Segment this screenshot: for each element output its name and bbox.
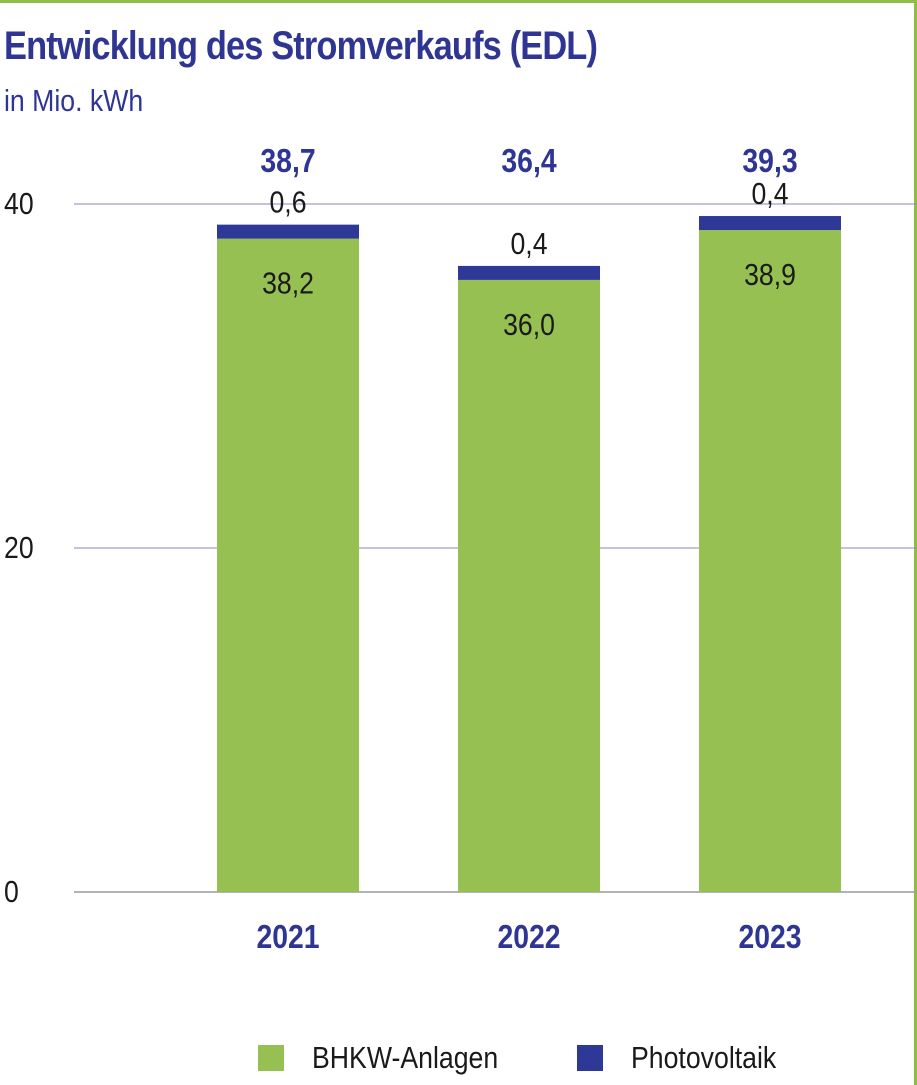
- total-label-2022: 36,4: [501, 142, 556, 180]
- y-tick-label-0: 0: [4, 875, 19, 909]
- data-label-photovoltaik-2023: 0,4: [751, 177, 788, 211]
- legend-label-bhkw: BHKW-Anlagen: [312, 1040, 499, 1075]
- total-label-2023: 39,3: [742, 142, 797, 180]
- y-tick-label-20: 20: [4, 531, 34, 565]
- data-label-bhkw-2023: 38,9: [744, 258, 796, 292]
- data-label-photovoltaik-2021: 0,6: [269, 186, 306, 220]
- chart-title: Entwicklung des Stromverkaufs (EDL): [4, 24, 598, 68]
- legend-swatch-photovoltaik: [576, 1045, 603, 1071]
- legend-item-photovoltaik: Photovoltaik: [576, 1040, 800, 1076]
- data-label-photovoltaik-2022: 0,4: [510, 227, 547, 261]
- bar-bhkw-2023: [699, 230, 841, 893]
- y-tick-label-40: 40: [4, 187, 34, 221]
- chart-subtitle: in Mio. kWh: [4, 83, 144, 118]
- bar-photovoltaik-2021: [217, 224, 359, 239]
- legend-label-photovoltaik: Photovoltaik: [630, 1040, 776, 1075]
- bar-bhkw-2022: [458, 279, 600, 892]
- x-tick-label-2022: 2022: [497, 918, 560, 956]
- legend-item-bhkw: BHKW-Anlagen: [258, 1040, 529, 1076]
- data-label-bhkw-2021: 38,2: [262, 267, 314, 301]
- total-label-2021: 38,7: [260, 142, 315, 180]
- bar-bhkw-2021: [217, 238, 359, 892]
- x-tick-label-2021: 2021: [256, 918, 319, 956]
- bar-photovoltaik-2022: [458, 265, 600, 280]
- legend: BHKW-Anlagen Photovoltaik: [258, 1040, 847, 1076]
- bar-photovoltaik-2023: [699, 216, 841, 231]
- data-label-bhkw-2022: 36,0: [503, 308, 555, 342]
- x-tick-label-2023: 2023: [738, 918, 801, 956]
- legend-swatch-bhkw: [258, 1045, 284, 1071]
